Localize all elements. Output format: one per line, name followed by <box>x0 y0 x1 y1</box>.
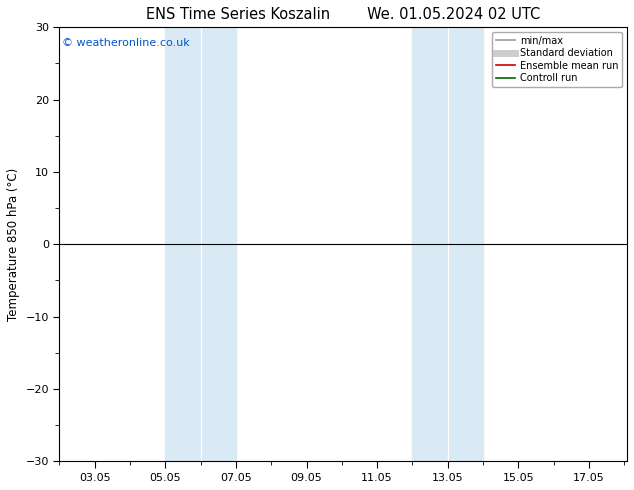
Y-axis label: Temperature 850 hPa (°C): Temperature 850 hPa (°C) <box>7 168 20 321</box>
Bar <box>448 27 483 461</box>
Text: © weatheronline.co.uk: © weatheronline.co.uk <box>62 38 190 48</box>
Bar <box>413 27 448 461</box>
Legend: min/max, Standard deviation, Ensemble mean run, Controll run: min/max, Standard deviation, Ensemble me… <box>491 32 622 87</box>
Bar <box>165 27 200 461</box>
Bar <box>200 27 236 461</box>
Title: ENS Time Series Koszalin        We. 01.05.2024 02 UTC: ENS Time Series Koszalin We. 01.05.2024 … <box>146 7 540 22</box>
